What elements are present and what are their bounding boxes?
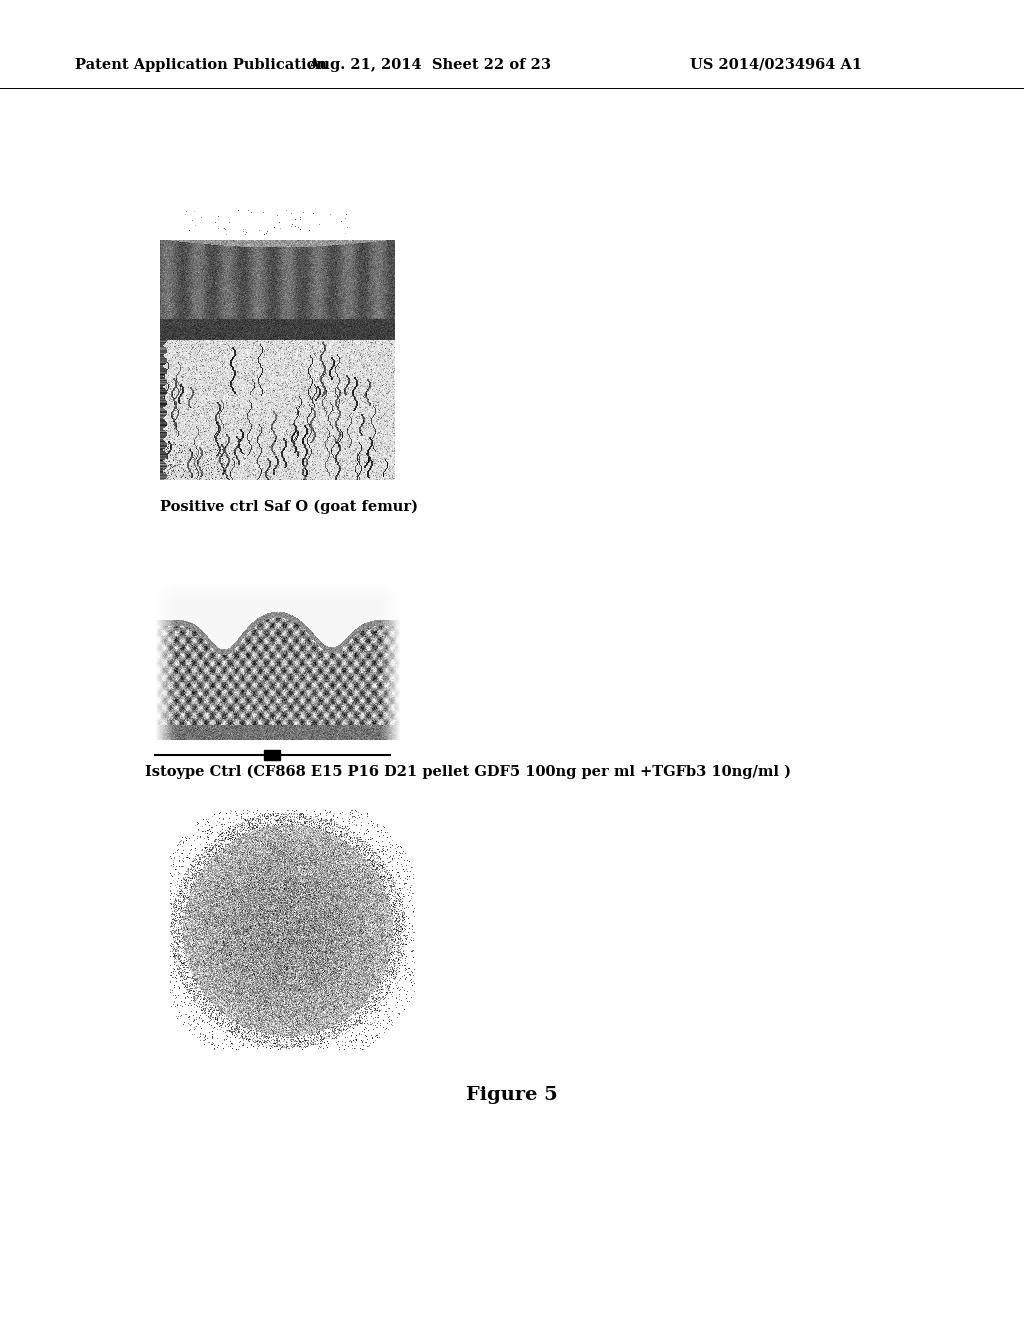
- Text: Figure 5: Figure 5: [466, 1086, 558, 1104]
- Text: Aug. 21, 2014  Sheet 22 of 23: Aug. 21, 2014 Sheet 22 of 23: [308, 58, 552, 73]
- Text: Istoype Ctrl (CF868 E15 P16 D21 pellet GDF5 100ng per ml +TGFb3 10ng/ml ): Istoype Ctrl (CF868 E15 P16 D21 pellet G…: [145, 766, 791, 779]
- Text: Positive ctrl Saf O (goat femur): Positive ctrl Saf O (goat femur): [160, 500, 418, 515]
- Text: Patent Application Publication: Patent Application Publication: [75, 58, 327, 73]
- Text: US 2014/0234964 A1: US 2014/0234964 A1: [690, 58, 862, 73]
- Bar: [264, 750, 280, 760]
